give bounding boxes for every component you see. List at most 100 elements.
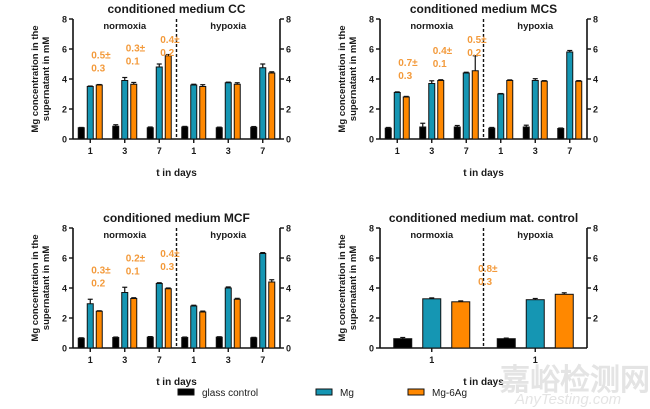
x-tick-label: 7 bbox=[464, 146, 469, 156]
bar-mg-6ag bbox=[233, 83, 241, 140]
bar-mg bbox=[462, 72, 470, 140]
x-tick-label: 1 bbox=[533, 355, 538, 365]
y-tick-label-right: 6 bbox=[286, 254, 291, 264]
annotation-ratio: 0.8± bbox=[478, 264, 498, 275]
y-tick-label-left: 6 bbox=[62, 45, 67, 55]
y-tick-label-left: 0 bbox=[369, 344, 374, 354]
bar-mg-6ag bbox=[268, 281, 276, 349]
bar-mg bbox=[190, 305, 198, 349]
x-tick-label: 7 bbox=[260, 355, 265, 365]
bar-mg-6ag bbox=[506, 80, 514, 140]
y-tick-label-left: 2 bbox=[62, 314, 67, 324]
annotation-ratio: 0.3± bbox=[126, 44, 146, 55]
y-tick-label-left: 8 bbox=[369, 224, 374, 234]
annotation-ratio: 0.1 bbox=[433, 59, 447, 70]
legend-swatch bbox=[407, 388, 425, 396]
y-tick-label-right: 8 bbox=[593, 15, 598, 25]
y-tick-label-right: 2 bbox=[286, 314, 291, 324]
y-tick-label-right: 8 bbox=[593, 224, 598, 234]
x-tick-label: 3 bbox=[533, 146, 538, 156]
legend-swatch bbox=[177, 388, 195, 396]
bar-mg bbox=[155, 66, 163, 140]
y-tick-label-left: 4 bbox=[62, 75, 67, 85]
annotation-ratio: 0.1 bbox=[126, 57, 140, 68]
y-tick-label-left: 8 bbox=[62, 15, 67, 25]
chart-panel-2: conditioned medium MCS Mg concentration i… bbox=[337, 2, 598, 179]
legend-label: glass control bbox=[202, 388, 258, 399]
bar-glass-control bbox=[181, 126, 189, 140]
y-tick-label-left: 2 bbox=[62, 105, 67, 115]
annotation-ratio: 0.2 bbox=[91, 278, 105, 289]
bar-mg-6ag bbox=[471, 70, 479, 140]
bar-glass-control bbox=[112, 337, 120, 349]
y-tick-label-left: 6 bbox=[62, 254, 67, 264]
bar-mg bbox=[86, 86, 94, 140]
x-tick-label: 7 bbox=[157, 146, 162, 156]
y-tick-label-right: 0 bbox=[286, 344, 291, 354]
chart-panel-4: conditioned medium mat. control Mg concen… bbox=[337, 211, 598, 388]
bar-mg-6ag bbox=[233, 298, 241, 349]
y-tick-label-left: 0 bbox=[62, 344, 67, 354]
y-tick-label-left: 8 bbox=[62, 224, 67, 234]
bar-glass-control bbox=[496, 338, 516, 349]
annotation-ratio: 0.2± bbox=[126, 253, 146, 264]
annotation-ratio: 0.4± bbox=[160, 249, 180, 260]
y-tick-label-left: 8 bbox=[369, 15, 374, 25]
annotation-ratio: 0.3 bbox=[91, 64, 105, 75]
bar-mg bbox=[155, 283, 163, 349]
y-tick-label-right: 4 bbox=[286, 75, 291, 85]
bar-glass-control bbox=[215, 336, 223, 349]
annotation-ratio: 0.4± bbox=[160, 35, 180, 46]
x-tick-label: 1 bbox=[88, 355, 93, 365]
bar-mg-6ag bbox=[437, 80, 445, 140]
bar-mg-6ag bbox=[95, 84, 103, 140]
bar-mg bbox=[259, 253, 267, 349]
bar-glass-control bbox=[557, 128, 565, 140]
bar-mg bbox=[121, 80, 129, 140]
bar-mg-6ag bbox=[268, 72, 276, 140]
annotation-ratio: 0.7± bbox=[398, 58, 418, 69]
bar-glass-control bbox=[250, 337, 258, 349]
y-tick-label-left: 0 bbox=[369, 135, 374, 145]
annotation-ratio: 0.5± bbox=[467, 35, 487, 46]
bar-mg-6ag bbox=[554, 293, 574, 349]
x-axis-label: t in days bbox=[156, 377, 197, 388]
watermark: 嘉峪检测网 AnyTesting.com bbox=[500, 363, 650, 408]
x-tick-label: 7 bbox=[567, 146, 572, 156]
annotation-ratio: 0.3 bbox=[160, 262, 174, 273]
annotation-ratio: 0.4± bbox=[433, 46, 453, 57]
bar-mg bbox=[566, 51, 574, 140]
y-tick-label-left: 6 bbox=[369, 254, 374, 264]
x-tick-label: 3 bbox=[429, 146, 434, 156]
y-tick-label-left: 2 bbox=[369, 314, 374, 324]
y-axis-label: Mg concentration in the bbox=[30, 25, 41, 132]
y-tick-label-left: 2 bbox=[369, 105, 374, 115]
bar-mg-6ag bbox=[95, 310, 103, 349]
condition-label: normoxia bbox=[410, 230, 453, 241]
watermark-chinese: 嘉峪检测网 bbox=[500, 363, 650, 397]
x-tick-label: 1 bbox=[498, 146, 503, 156]
bar-mg bbox=[224, 287, 232, 349]
y-tick-label-right: 0 bbox=[593, 135, 598, 145]
bar-mg-6ag bbox=[130, 83, 138, 140]
y-tick-label-left: 6 bbox=[369, 45, 374, 55]
bar-glass-control bbox=[112, 125, 120, 140]
chart-title: conditioned medium MCF bbox=[103, 211, 250, 225]
x-tick-label: 1 bbox=[191, 146, 196, 156]
annotation-ratio: 0.3± bbox=[91, 265, 111, 276]
bar-mg-6ag bbox=[402, 96, 410, 140]
y-tick-label-right: 6 bbox=[593, 254, 598, 264]
bar-glass-control bbox=[393, 338, 413, 349]
condition-label: normoxia bbox=[103, 230, 146, 241]
chart-panel-1: conditioned medium CC Mg concentration in… bbox=[30, 2, 291, 179]
annotation-ratio: 0.3 bbox=[398, 71, 412, 82]
x-tick-label: 1 bbox=[88, 146, 93, 156]
bar-glass-control bbox=[77, 337, 85, 349]
y-axis-label: supernatant in mM bbox=[348, 246, 359, 331]
bar-mg bbox=[259, 67, 267, 140]
legend-label: Mg bbox=[340, 388, 354, 399]
x-tick-label: 1 bbox=[429, 355, 434, 365]
x-tick-label: 1 bbox=[191, 355, 196, 365]
y-axis-label: supernatant in mM bbox=[348, 37, 359, 122]
